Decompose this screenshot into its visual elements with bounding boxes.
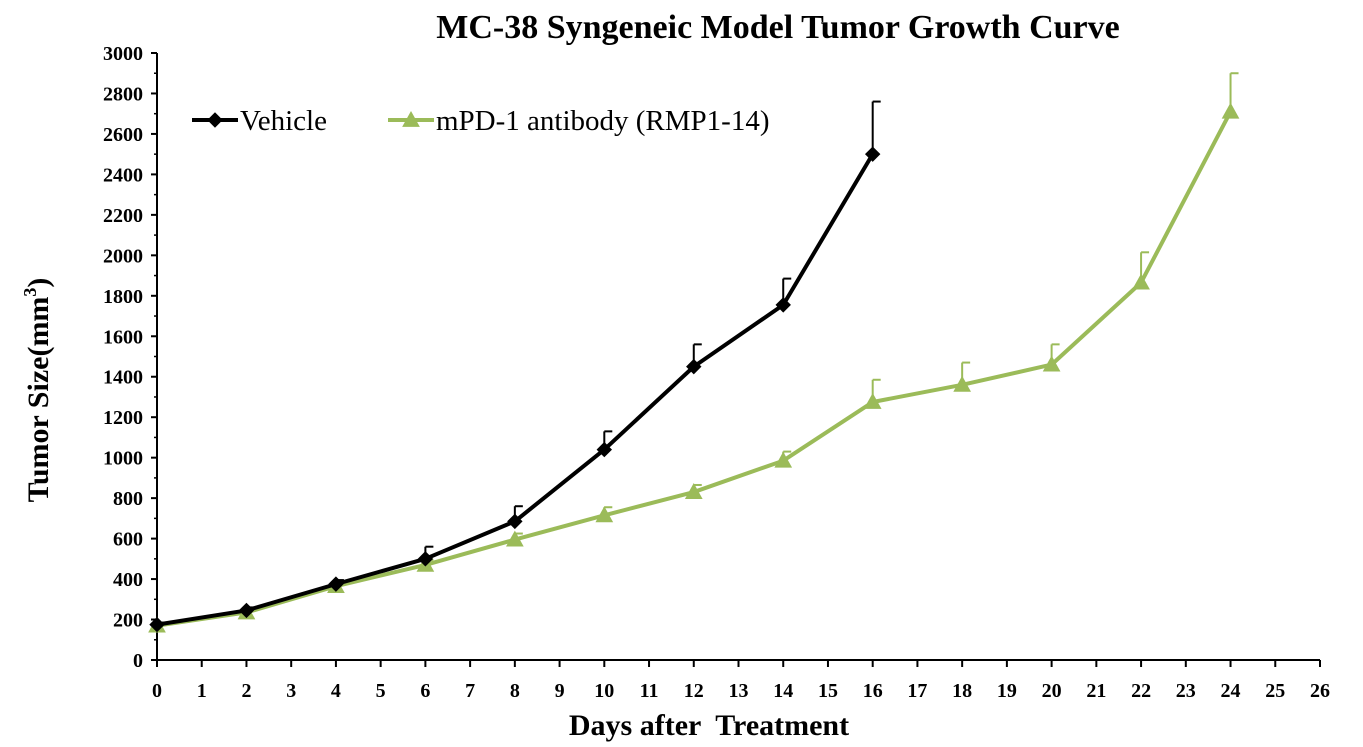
y-tick-label: 2000 (103, 245, 143, 267)
x-tick-label: 6 (420, 680, 430, 702)
data-point (596, 441, 613, 458)
y-axis-label-superscript: 3 (20, 288, 40, 297)
legend-item: mPD-1 antibody (RMP1-14) (388, 105, 770, 137)
y-tick-label: 1200 (103, 407, 143, 429)
x-tick-label: 2 (241, 680, 251, 702)
y-tick-label: 800 (113, 488, 143, 510)
x-tick-label: 14 (773, 680, 793, 702)
y-tick-label: 2600 (103, 124, 143, 146)
data-point (953, 375, 972, 392)
x-tick-label: 17 (907, 680, 927, 702)
x-tick-label: 25 (1265, 680, 1285, 702)
x-tick-label: 13 (729, 680, 749, 702)
y-tick-label: 1000 (103, 448, 143, 470)
y-tick-label: 2800 (103, 83, 143, 105)
x-tick-label: 24 (1221, 680, 1241, 702)
data-point (686, 358, 702, 375)
data-point (864, 146, 881, 162)
x-tick-label: 16 (863, 680, 883, 702)
data-point (774, 451, 793, 468)
data-point (684, 483, 703, 499)
x-tick-label: 19 (997, 680, 1017, 702)
data-point (775, 297, 791, 313)
x-tick-label: 3 (286, 680, 296, 702)
data-point (238, 602, 255, 619)
legend-item: Vehicle (192, 105, 327, 137)
y-tick-label: 200 (113, 610, 143, 632)
data-point (595, 506, 614, 523)
x-tick-label: 23 (1176, 680, 1196, 702)
x-tick-label: 18 (952, 680, 972, 702)
x-tick-label: 21 (1086, 680, 1106, 702)
series-line (156, 153, 875, 627)
y-tick-label: 1600 (103, 326, 143, 348)
x-axis-label: Days after Treatment (569, 709, 849, 742)
legend-label: Vehicle (240, 105, 327, 137)
x-tick-label: 26 (1310, 680, 1330, 702)
y-tick-label: 1800 (103, 286, 143, 308)
y-tick-label: 2200 (103, 205, 143, 227)
legend: Vehicle mPD-1 antibody (RMP1-14) (192, 105, 770, 137)
x-tick-label: 20 (1042, 680, 1062, 702)
x-tick-label: 1 (197, 680, 207, 702)
y-tick-label: 3000 (103, 43, 143, 65)
data-point (328, 576, 344, 592)
y-tick-label: 2400 (103, 164, 143, 186)
chart-title: MC-38 Syngeneic Model Tumor Growth Curve (436, 9, 1119, 46)
x-tick-label: 8 (510, 680, 520, 702)
y-axis-label-main: Tumor Size(mm (22, 297, 55, 503)
y-tick-label: 0 (133, 650, 143, 672)
data-point (1132, 273, 1150, 290)
series-vehicle (149, 100, 881, 633)
axes: 0200400600800100012001400160018002000220… (103, 43, 1330, 702)
data-point (149, 616, 165, 633)
legend-label: mPD-1 antibody (RMP1-14) (436, 105, 770, 137)
series-layer (148, 72, 1240, 633)
x-tick-label: 7 (465, 680, 475, 702)
x-tick-label: 11 (640, 680, 659, 702)
legend-swatch-marker (207, 112, 223, 128)
x-tick-label: 4 (331, 680, 341, 702)
legend-swatch-marker (402, 110, 420, 127)
y-axis-label: Tumor Size(mm3) (20, 278, 55, 503)
x-tick-label: 9 (555, 680, 565, 702)
y-tick-label: 600 (113, 529, 143, 551)
data-point (863, 392, 882, 409)
data-point (505, 530, 524, 547)
y-tick-label: 1400 (103, 367, 143, 389)
data-point (1042, 355, 1061, 372)
y-axis-label-close: ) (22, 278, 55, 288)
data-point (417, 551, 434, 567)
data-point (1221, 102, 1240, 119)
y-tick-label: 400 (113, 569, 143, 591)
x-tick-label: 10 (594, 680, 614, 702)
x-tick-label: 15 (818, 680, 838, 702)
x-tick-label: 12 (684, 680, 704, 702)
x-tick-label: 5 (376, 680, 386, 702)
x-tick-label: 22 (1131, 680, 1151, 702)
x-tick-label: 0 (152, 680, 162, 702)
data-point (507, 513, 523, 530)
